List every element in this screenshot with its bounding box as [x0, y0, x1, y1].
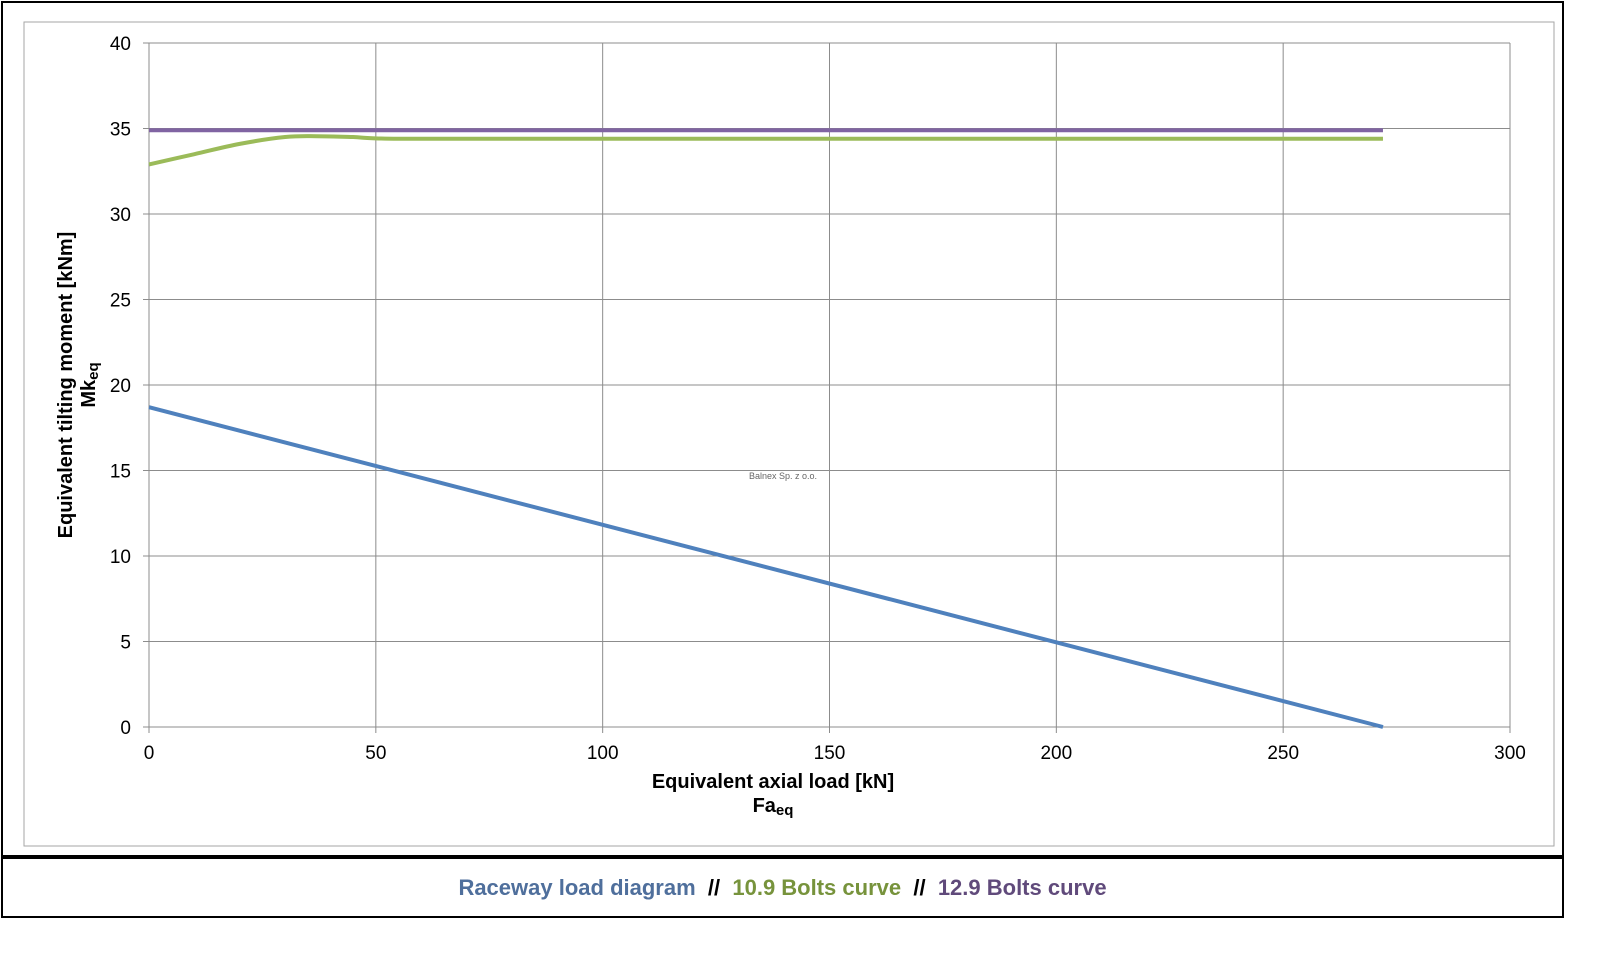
legend-separator-2: // — [913, 874, 926, 900]
y-tick-label: 20 — [110, 376, 131, 397]
y-tick-label: 15 — [110, 462, 131, 483]
legend-separator: // — [696, 875, 733, 901]
tick-labels: 0 5 10 15 20 25 30 35 40 0 50 100 150 200 250 300 — [110, 34, 1526, 764]
chart-frame — [1, 1, 1564, 857]
x-tick-label: 300 — [1494, 743, 1526, 764]
y-tick-label: 0 — [120, 718, 131, 739]
y-axis-title-group: Equivalent tilting moment [kNm] Mkeq — [55, 232, 102, 539]
grid — [143, 42, 1511, 733]
legend-bar: Raceway load diagram // 10.9 Bolts curve… — [1, 857, 1564, 918]
legend-item-129-bolts: 12.9 Bolts curve — [937, 874, 1107, 900]
legend-separator-wrap: // — [901, 875, 938, 901]
y-tick-label: 30 — [110, 205, 131, 226]
y-axis-subtitle: Mkeq — [78, 362, 102, 407]
legend-item-raceway: Raceway load diagram — [458, 874, 696, 900]
x-tick-label: 200 — [1040, 743, 1072, 764]
x-axis-title: Equivalent axial load [kN] — [652, 771, 894, 793]
y-tick-label: 25 — [110, 291, 131, 312]
legend-separator-1: // — [707, 874, 721, 900]
x-tick-label: 100 — [587, 743, 619, 764]
x-axis-subtitle-main: Fa — [753, 795, 777, 817]
series-raceway-load-line — [148, 405, 1384, 729]
y-tick-label: 40 — [110, 34, 131, 55]
legend-item-109-bolts: 10.9 Bolts curve — [732, 874, 902, 900]
y-axis-subtitle-main: Mk — [78, 379, 100, 408]
x-tick-label: 150 — [814, 743, 846, 764]
x-axis-subtitle: Faeq — [753, 795, 794, 819]
plot-area-border — [23, 21, 1555, 847]
x-tick-label: 250 — [1267, 743, 1299, 764]
y-tick-label: 5 — [120, 633, 131, 654]
series-group — [148, 128, 1384, 729]
y-axis-subtitle-index: eq — [85, 362, 102, 380]
y-axis-title: Equivalent tilting moment [kNm] — [55, 232, 77, 539]
x-tick-label: 50 — [365, 743, 386, 764]
y-tick-label: 10 — [110, 547, 131, 568]
watermark: Balnex Sp. z o.o. — [749, 471, 817, 481]
x-tick-label: 0 — [144, 743, 155, 764]
chart: 0 5 10 15 20 25 30 35 40 0 50 100 150 200 250 300 Balne… — [23, 21, 1555, 847]
series-109-bolts-line — [148, 134, 1383, 167]
y-tick-label: 35 — [110, 120, 131, 141]
x-axis-subtitle-index: eq — [776, 802, 794, 819]
